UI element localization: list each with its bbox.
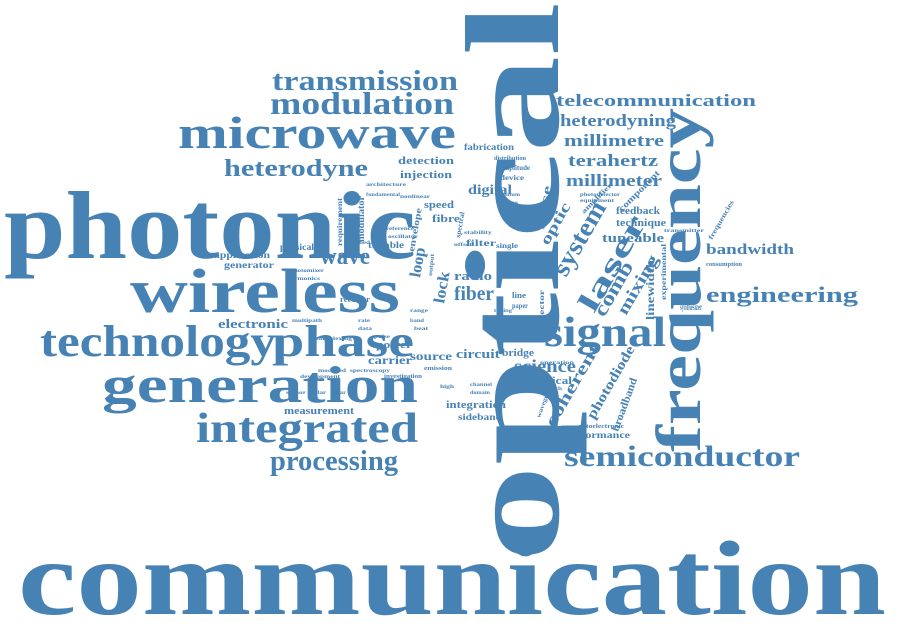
word-science: science — [514, 356, 576, 376]
word-mode: mode — [528, 325, 543, 330]
word-generator: generator — [224, 260, 274, 270]
word-photodetector: photodetector — [580, 193, 621, 198]
word-oscillator: oscillator — [388, 235, 419, 240]
word-heterodyne: heterodyne — [224, 156, 368, 182]
word-domain: domain — [470, 391, 490, 396]
word-semiconductor: semiconductor — [564, 440, 800, 473]
word-operation: operation — [540, 361, 574, 366]
word-heterodyning: heterodyning — [560, 111, 677, 130]
word-electronic: electronic — [218, 316, 288, 331]
word-power: power — [376, 339, 412, 351]
word-paper: paper — [512, 302, 528, 310]
word-equipment: equipment — [580, 199, 614, 204]
word-sensor: sensor — [286, 391, 307, 396]
word-link: link — [500, 391, 512, 396]
word-transmitter: transmitter — [664, 229, 705, 234]
word-range: range — [410, 309, 429, 314]
word-stability: stability — [464, 231, 493, 236]
word-fundamental: fundamental — [366, 193, 401, 198]
word-linewidth: linewidth — [643, 260, 657, 320]
word-consumption: consumption — [706, 262, 743, 268]
word-measurement: measurement — [284, 406, 355, 417]
word-modes: modes — [496, 201, 518, 206]
word-fabrication: fabrication — [464, 142, 514, 152]
word-synthesizer: synthesizer — [680, 302, 702, 312]
word-integration: integration — [446, 399, 506, 411]
word-band: band — [410, 319, 424, 324]
word-investigation: investigation — [384, 374, 423, 380]
word-terahertz: terahertz — [568, 151, 659, 170]
word-spectroscopy: spectroscopy — [350, 369, 391, 374]
word-processing: processing — [270, 446, 398, 477]
word-rate: rate — [358, 319, 371, 324]
word-device: device — [500, 174, 524, 182]
word-source: source — [410, 349, 453, 363]
word-reference: reference — [386, 227, 415, 232]
word-tunable: tunable — [368, 240, 404, 250]
word-channel: channel — [470, 383, 493, 388]
word-tuning: tuning — [494, 309, 513, 314]
word-output: output — [428, 254, 436, 276]
word-millimetre: millimetre — [564, 131, 665, 150]
word-injection: injection — [400, 169, 452, 181]
word-detector: detector — [538, 290, 546, 330]
word-application: application — [214, 250, 270, 260]
word-development: development — [300, 375, 340, 380]
word-approach: approach — [532, 387, 562, 392]
word-architecture: architecture — [366, 183, 407, 188]
word-engineering: engineering — [706, 282, 858, 307]
word-harmonics: harmonics — [286, 277, 320, 282]
word-carrier: carrier — [368, 353, 413, 367]
word-radio: radio — [454, 268, 492, 283]
word-bridge: bridge — [502, 348, 535, 359]
word-multipath: multipath — [292, 319, 322, 324]
word-modified: modified — [318, 369, 346, 374]
word-offset: offset — [454, 243, 472, 248]
word-requirement: requirement — [336, 197, 344, 246]
word-line: line — [512, 291, 526, 300]
word-spectrum: spectrum — [526, 315, 553, 320]
word-fiber: fiber — [454, 283, 494, 305]
word-nonlinear: nonlinear — [400, 195, 431, 200]
word-detection: detection — [398, 155, 454, 167]
word-amplitude: amplitude — [500, 164, 530, 172]
word-lidar: lidar — [312, 391, 327, 396]
word-data: data — [358, 327, 373, 332]
word-pulse: pulse — [374, 335, 391, 340]
word-network: network — [512, 207, 540, 212]
word-telecommunication: telecommunication — [556, 91, 757, 110]
word-radar: radar — [330, 391, 347, 396]
word-beat: beat — [414, 327, 429, 332]
word-single: single — [496, 242, 518, 250]
word-photomixer: photomixer — [290, 269, 325, 274]
word-modulator: modulator — [356, 196, 366, 242]
word-circuit: circuit — [456, 346, 501, 361]
word-speed: speed — [424, 200, 455, 211]
word-transmission: transmission — [272, 66, 459, 97]
word-multiplexing: multiplexing — [312, 337, 353, 342]
word-physical: physical — [280, 242, 315, 252]
word-bandwidth: bandwidth — [706, 242, 795, 258]
word-switched: switched — [344, 241, 370, 246]
word-wave: wave — [320, 244, 370, 270]
word-sideband: sideband — [458, 412, 502, 422]
word-distribution: distribution — [494, 156, 527, 162]
word-experimental: experimental — [660, 244, 668, 300]
word-receiver: receiver — [340, 295, 370, 304]
word-emission: emission — [424, 366, 453, 372]
word-quantum: quantum — [496, 193, 521, 198]
word-high: high — [440, 385, 454, 390]
